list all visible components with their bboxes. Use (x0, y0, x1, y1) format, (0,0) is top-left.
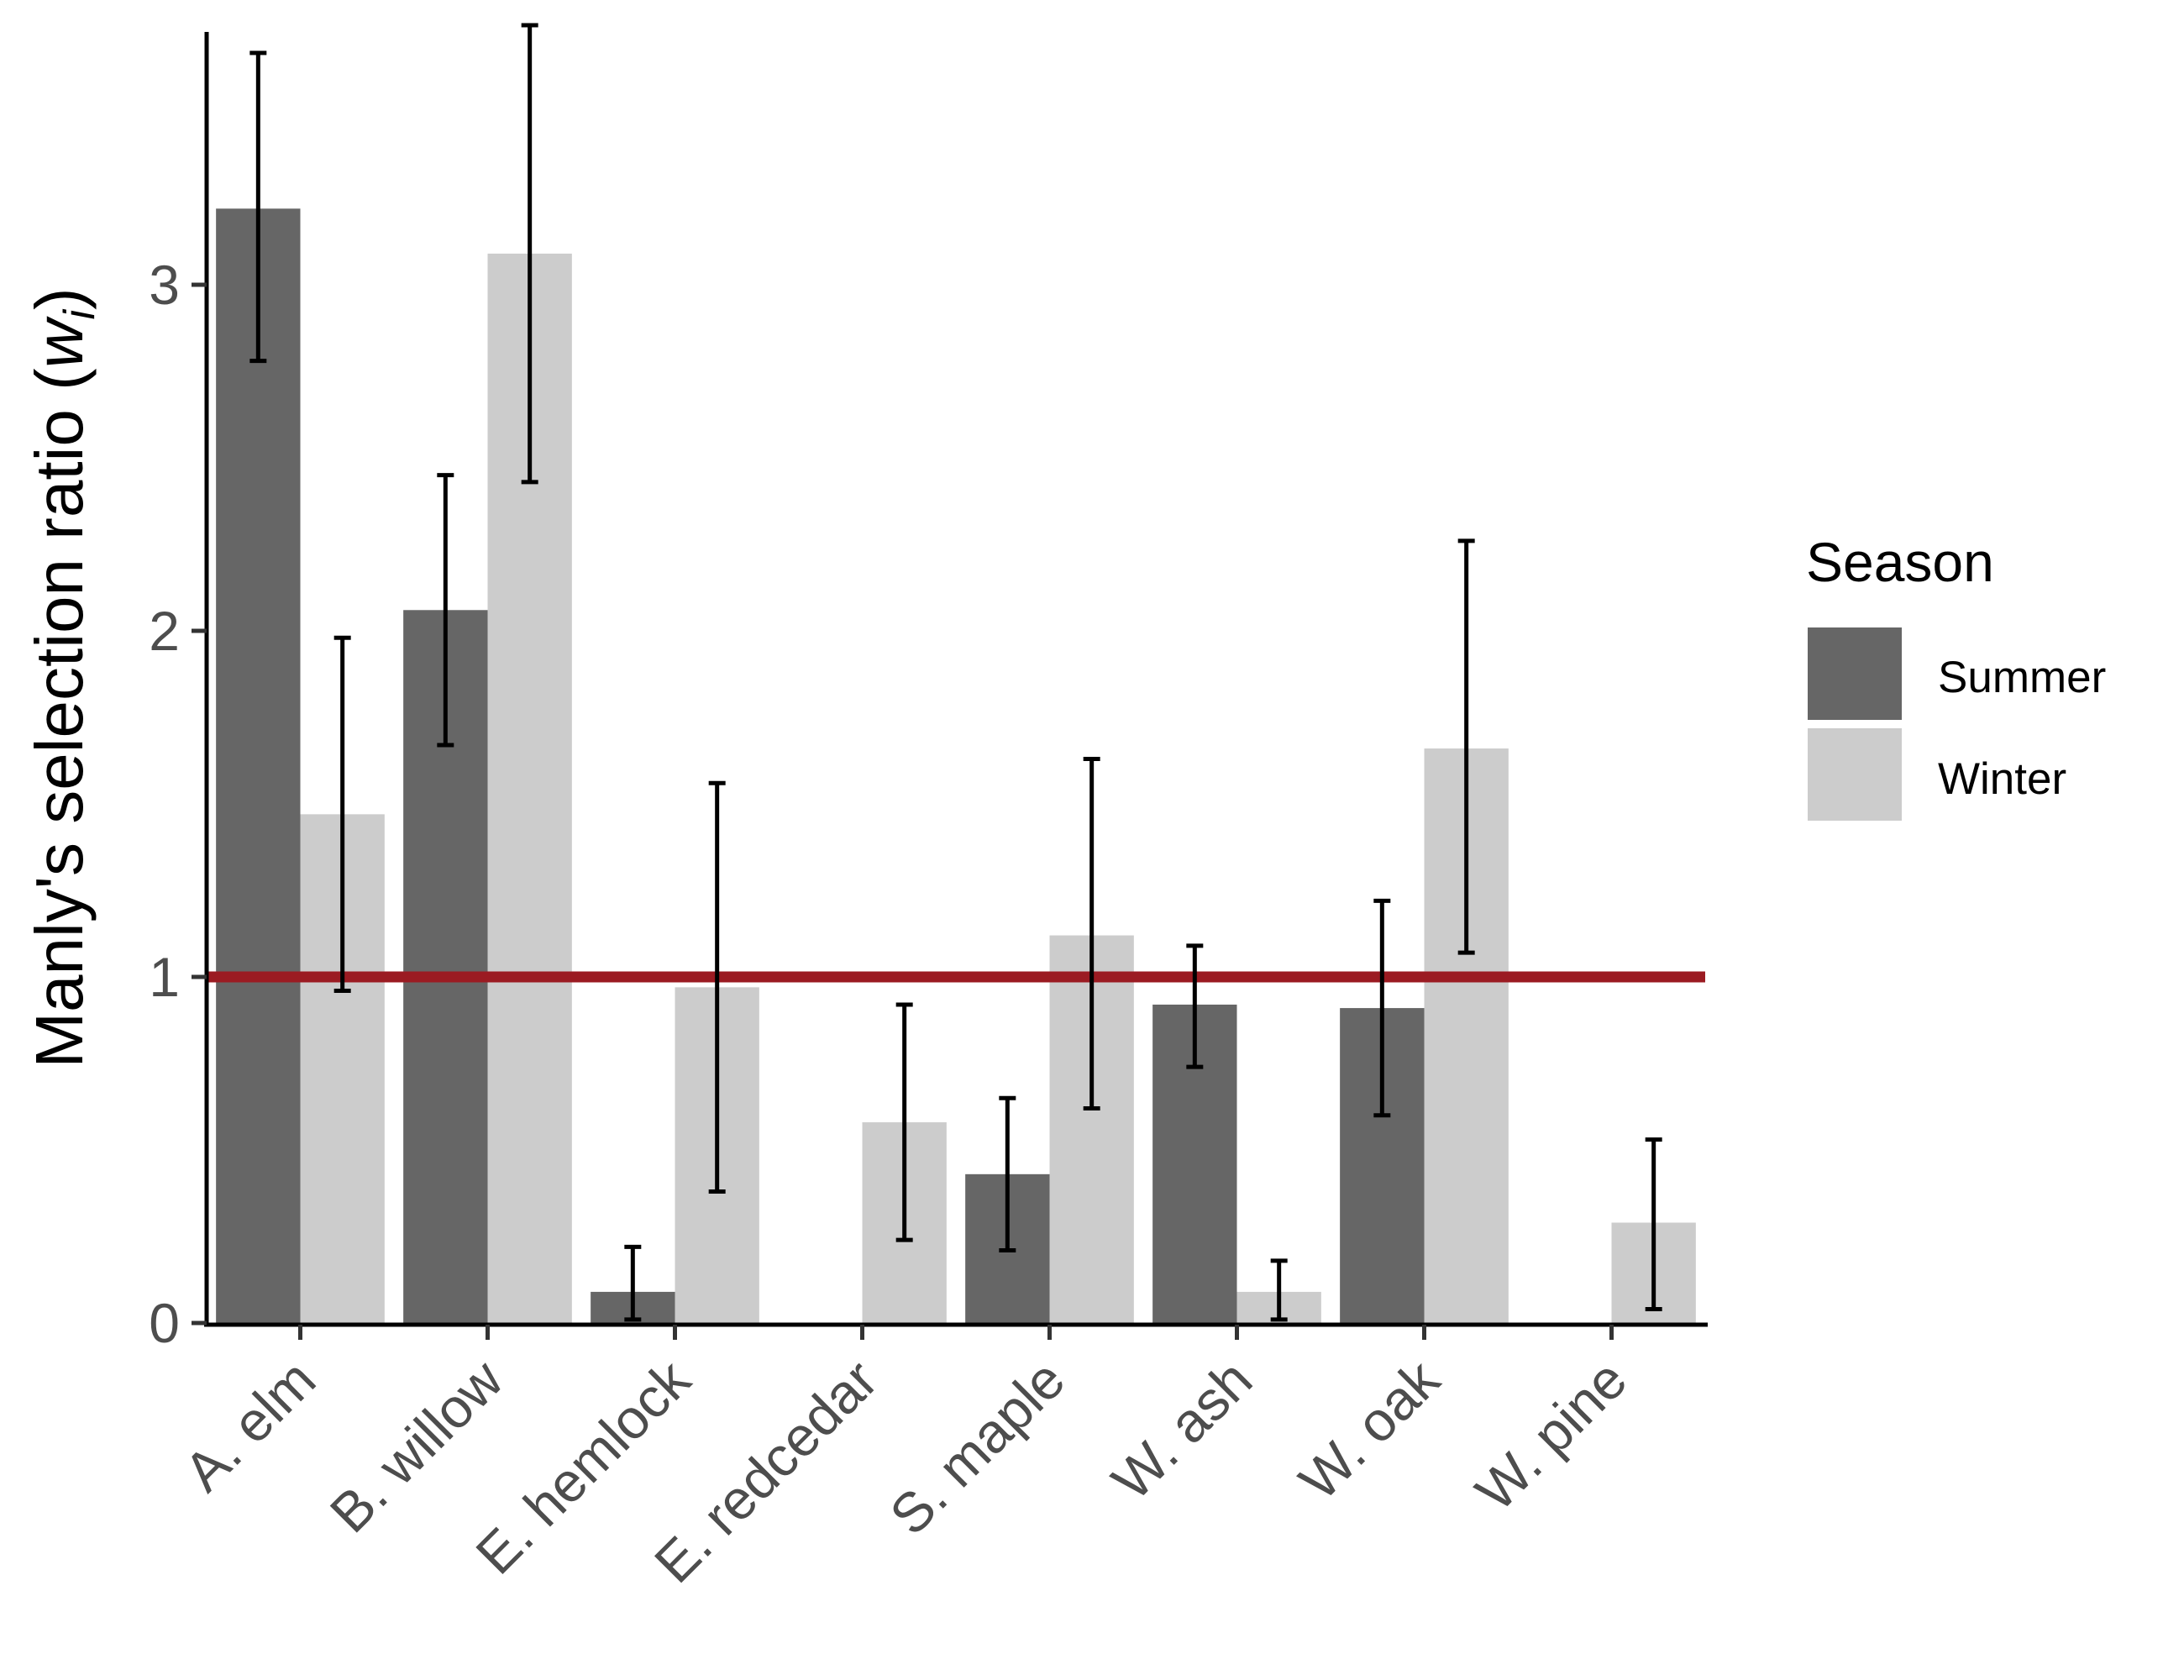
y-axis-ticks: 0 1 2 3 (149, 254, 207, 1354)
error-bar-summer-w-oak (1373, 898, 1391, 1118)
y-axis-title-close: ) (22, 287, 97, 310)
error-bar-winter-s-maple (1083, 756, 1100, 1111)
legend-label-summer: Summer (1938, 653, 2106, 702)
legend-title: Season (1806, 531, 1994, 593)
error-bar-winter-a-elm (333, 635, 351, 993)
error-bar-winter-w-ash (1270, 1258, 1288, 1322)
legend: Season Summer Winter (1806, 531, 2106, 821)
x-tick-label-w-pine: W. pine (1463, 1348, 1638, 1523)
error-bar-summer-s-maple (999, 1095, 1016, 1252)
x-tick-label-a-elm: A. elm (172, 1348, 328, 1504)
error-bar-winter-e-redcedar (895, 1002, 913, 1242)
x-tick-label-w-oak: W. oak (1287, 1347, 1452, 1512)
legend-swatch-summer (1808, 627, 1902, 720)
bar-summer-a-elm (216, 208, 301, 1324)
error-bar-summer-w-ash (1186, 943, 1204, 1069)
error-bar-summer-e-hemlock (624, 1244, 642, 1322)
y-axis-title-text: Manly's selection ratio ( (22, 368, 97, 1068)
y-tick-label-2: 2 (149, 600, 180, 662)
error-bar-winter-b-willow (521, 23, 538, 485)
error-bars (249, 23, 1662, 1322)
error-bar-winter-w-oak (1457, 538, 1475, 955)
y-axis-title-subscript: i (55, 309, 104, 320)
y-tick-label-0: 0 (149, 1292, 180, 1354)
y-axis-title: Manly's selection ratio (wi) (22, 287, 104, 1068)
summer-bars (216, 208, 1425, 1324)
y-tick-label-1: 1 (149, 946, 180, 1008)
x-tick-label-s-maple: S. maple (878, 1348, 1077, 1547)
legend-swatch-winter (1808, 728, 1902, 821)
error-bar-summer-a-elm (249, 50, 267, 364)
y-tick-label-3: 3 (149, 254, 180, 316)
error-bar-winter-e-hemlock (708, 780, 726, 1194)
error-bar-summer-b-willow (437, 473, 454, 748)
x-tick-label-b-willow: B. willow (318, 1347, 515, 1544)
winter-bars (300, 253, 1696, 1323)
legend-label-winter: Winter (1938, 754, 2066, 804)
error-bar-winter-w-pine (1645, 1137, 1662, 1312)
y-axis-title-symbol: w (22, 315, 97, 368)
x-tick-label-w-ash: W. ash (1100, 1348, 1263, 1512)
